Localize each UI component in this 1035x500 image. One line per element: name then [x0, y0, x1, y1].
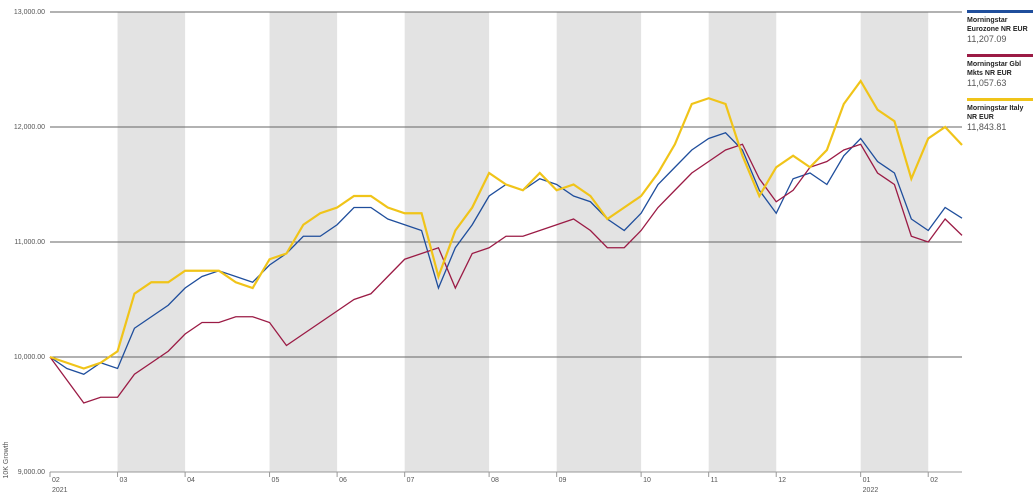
legend-name: Morningstar Eurozone NR EUR [967, 17, 1028, 33]
legend-name: Morningstar Gbl Mkts NR EUR [967, 61, 1022, 77]
legend-value: 11,207.09 [967, 34, 1007, 44]
x-tick-label: 05 [272, 477, 280, 484]
x-tick-label: 08 [491, 477, 499, 484]
y-axis-label: 10K Growth [3, 441, 10, 478]
y-tick-label: 10,000.00 [14, 354, 45, 361]
series-line [49, 132, 963, 375]
x-tick-label: 12 [778, 477, 786, 484]
legend-entry: Morningstar Eurozone NR EUR 11,207.09 [967, 10, 1033, 54]
legend-entry: Morningstar Italy NR EUR 11,843.81 [967, 98, 1033, 142]
chart: 10K Growth 9,000.00 10,000.00 11,000.00 12,… [3, 9, 963, 494]
x-tick-label: 11 [711, 477, 718, 484]
legend-value: 11,057.63 [967, 78, 1007, 88]
x-tick-label: 04 [187, 477, 195, 484]
year-label: 2021 [52, 487, 68, 494]
legend-value: 11,843.81 [967, 122, 1007, 132]
year-label: 2022 [863, 487, 879, 494]
x-tick-label: 01 [863, 477, 871, 484]
series-line [49, 79, 963, 370]
y-tick-label: 11,000.00 [14, 239, 45, 246]
legend-name: Morningstar Italy NR EUR [967, 105, 1024, 121]
y-tick-label: 12,000.00 [14, 124, 45, 131]
legend-entry: Morningstar Gbl Mkts NR EUR 11,057.63 [967, 54, 1033, 98]
legend: Morningstar Eurozone NR EUR 11,207.09 Morn… [967, 10, 1033, 142]
x-tick-label: 02 [930, 477, 938, 484]
x-tick-label: 07 [407, 477, 415, 484]
x-tick-label: 10 [643, 477, 651, 484]
x-tick-label: 02 [52, 477, 60, 484]
y-tick-label: 13,000.00 [14, 9, 45, 16]
x-tick-label: 06 [339, 477, 347, 484]
y-tick-label: 9,000.00 [18, 469, 45, 476]
x-tick-label: 03 [120, 477, 128, 484]
x-tick-label: 09 [559, 477, 567, 484]
